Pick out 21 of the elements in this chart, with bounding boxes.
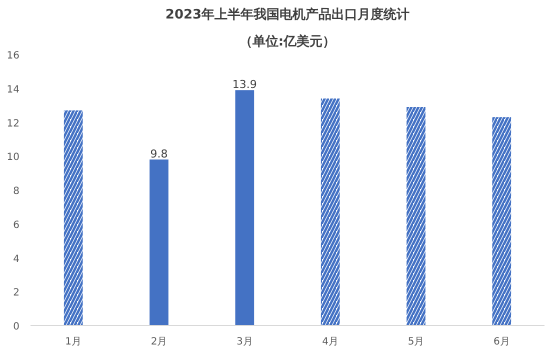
x-tick-label: 2月: [150, 336, 168, 348]
y-tick-label: 4: [13, 254, 20, 265]
y-tick-label: 12: [6, 118, 20, 130]
x-tick-label: 4月: [322, 336, 339, 348]
y-tick-label: 2: [13, 288, 20, 299]
y-tick-label: 16: [6, 50, 20, 62]
bar: [150, 160, 168, 326]
y-tick-label: 14: [6, 84, 20, 96]
data-label: 9.8: [150, 148, 168, 161]
data-label: 13.9: [232, 78, 257, 92]
y-tick-label: 0: [13, 322, 20, 332]
chart-subtitle: （单位:亿美元）: [239, 34, 336, 50]
x-tick-label: 1月: [65, 336, 82, 348]
x-tick-label: 6月: [493, 336, 510, 348]
x-tick-label: 3月: [236, 336, 253, 348]
x-tick-label: 5月: [408, 336, 424, 348]
y-tick-label: 6: [13, 220, 20, 231]
chart-title: 2023年上半年我国电机产品出口月度统计: [165, 6, 410, 22]
y-tick-label: 10: [6, 152, 20, 164]
y-tick-label: 8: [13, 186, 20, 197]
bar: [235, 90, 254, 326]
